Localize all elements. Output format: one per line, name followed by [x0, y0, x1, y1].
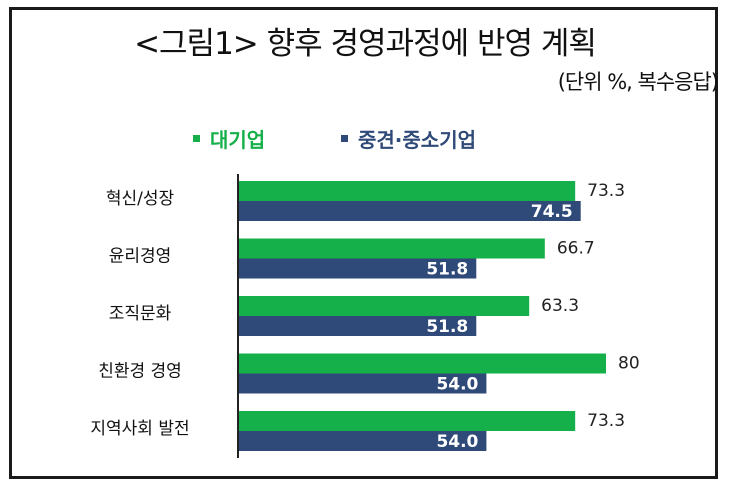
data-label-large: 73.3 — [587, 411, 625, 431]
bar-sme — [238, 431, 487, 451]
bar-sme — [238, 258, 477, 279]
legend-item-large: 대기업 — [193, 124, 265, 153]
data-label-sme: 51.8 — [426, 317, 468, 337]
category-label: 조직문화 — [109, 304, 172, 324]
bar-sme — [238, 316, 477, 336]
bar-large — [238, 411, 576, 431]
legend-label-sme: 중견·중소기업 — [358, 128, 476, 152]
bar-large — [238, 296, 530, 316]
bar-large — [238, 181, 576, 201]
data-label-large: 73.3 — [587, 181, 625, 201]
bar-large — [238, 238, 545, 259]
data-label-sme: 54.0 — [436, 432, 478, 452]
data-label-sme: 74.5 — [531, 202, 573, 222]
legend-item-sme: 중견·중소기업 — [341, 124, 476, 153]
legend-swatch-sme — [341, 135, 348, 142]
legend-swatch-large — [193, 135, 200, 142]
bar-large — [238, 353, 606, 374]
chart-title: <그림1> 향후 경영과정에 반영 계획 — [134, 26, 597, 62]
category-label: 윤리경영 — [109, 247, 172, 267]
data-label-sme: 54.0 — [436, 375, 478, 395]
data-label-sme: 51.8 — [426, 260, 468, 280]
bar-sme — [238, 373, 487, 394]
category-label: 혁신/성장 — [106, 189, 175, 209]
data-label-large: 66.7 — [557, 239, 595, 259]
bar-sme — [238, 201, 581, 221]
legend-label-large: 대기업 — [210, 128, 266, 152]
category-label: 친환경 경영 — [98, 362, 182, 382]
chart-subtitle: (단위 %, 복수응답) — [557, 70, 719, 94]
data-label-large: 80 — [618, 354, 640, 374]
category-label: 지역사회 발전 — [90, 419, 189, 439]
data-label-large: 63.3 — [541, 296, 579, 316]
